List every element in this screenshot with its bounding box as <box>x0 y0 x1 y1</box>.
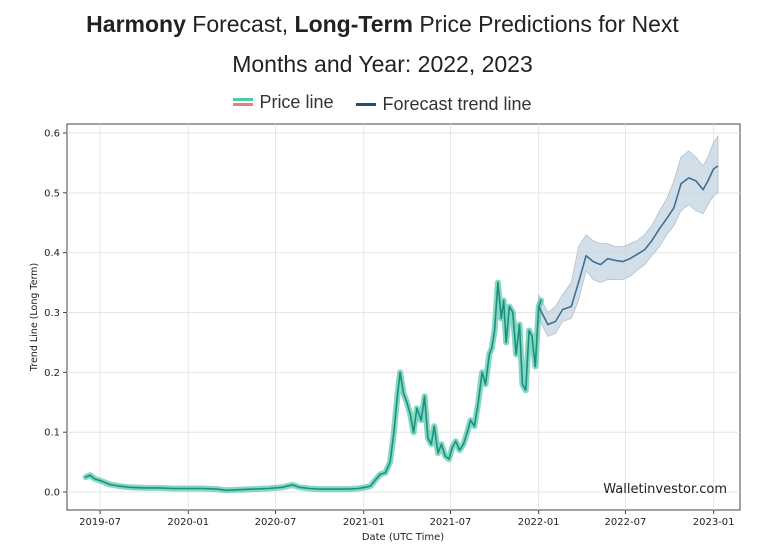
legend-item-price: Price line <box>233 92 333 113</box>
x-axis-label: Date (UTC Time) <box>362 532 444 543</box>
x-tick-label: 2021-01 <box>343 517 385 528</box>
watermark: Walletinvestor.com <box>603 482 727 497</box>
x-tick-label: 2020-01 <box>167 517 209 528</box>
x-tick-label: 2021-07 <box>430 517 472 528</box>
x-tick-label: 2022-07 <box>605 517 647 528</box>
title-text-2: Price Predictions for Next <box>412 11 679 37</box>
legend-label-forecast: Forecast trend line <box>382 94 532 114</box>
y-tick-label: 0.6 <box>44 128 60 139</box>
y-tick-label: 0.0 <box>44 488 60 499</box>
y-tick-label: 0.3 <box>44 308 60 319</box>
forecast-confidence-band <box>538 135 719 337</box>
legend-label-price: Price line <box>259 91 334 112</box>
chart-title-line2: Months and Year: 2022, 2023 <box>232 51 533 77</box>
y-tick-label: 0.4 <box>44 248 60 259</box>
forecast-trend-line <box>537 165 719 326</box>
title-text-1: Forecast, <box>185 11 295 37</box>
y-tick-label: 0.5 <box>44 188 60 199</box>
chart-title-line1: Harmony Forecast, Long-Term Price Predic… <box>0 4 765 44</box>
y-axis-label: Trend Line (Long Term) <box>29 263 40 372</box>
legend-swatch-forecast <box>356 103 377 106</box>
chart-legend: Price line Forecast trend line <box>0 90 765 115</box>
plot-area <box>66 123 741 511</box>
title-strong-1: Harmony <box>86 11 186 37</box>
y-tick-label: 0.1 <box>44 428 60 439</box>
x-tick-label: 2019-07 <box>79 517 121 528</box>
legend-swatch-price <box>233 98 254 106</box>
x-tick-label: 2023-01 <box>693 517 735 528</box>
x-tick-label: 2022-01 <box>518 517 560 528</box>
legend-item-forecast: Forecast trend line <box>356 94 532 115</box>
chart-title: Harmony Forecast, Long-Term Price Predic… <box>0 4 765 84</box>
x-tick-label: 2020-07 <box>255 517 297 528</box>
price-line <box>84 281 542 492</box>
y-tick-label: 0.2 <box>44 368 60 379</box>
title-strong-2: Long-Term <box>294 11 413 37</box>
